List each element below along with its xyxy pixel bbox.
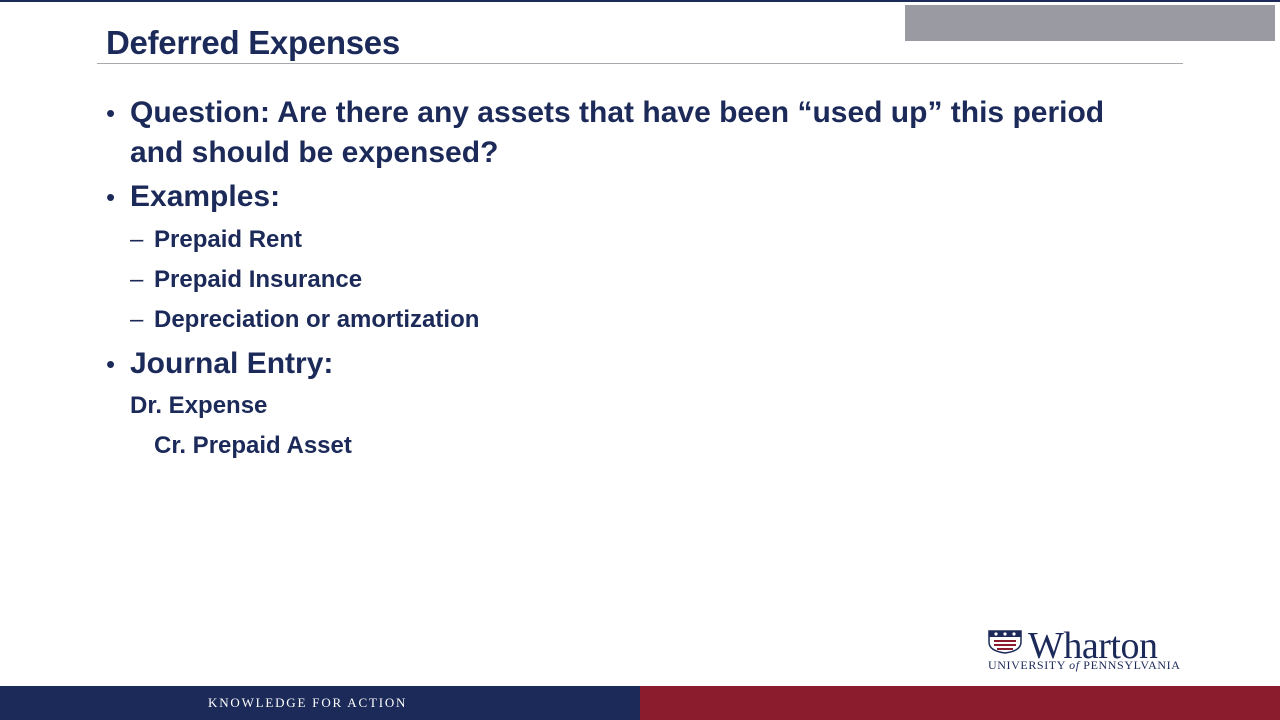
shield-icon	[988, 630, 1022, 654]
bullet-marker: •	[106, 182, 116, 212]
subitem-prepaid-insurance: – Prepaid Insurance	[130, 264, 362, 296]
subitem-prepaid-rent: – Prepaid Rent	[130, 224, 302, 256]
header-gray-bar	[905, 5, 1275, 41]
footer-red-section	[640, 686, 1280, 720]
subitem-text: Prepaid Rent	[154, 226, 303, 253]
journal-credit: Cr. Prepaid Asset	[154, 432, 352, 459]
bullet-journal-entry-text: Journal Entry:	[130, 347, 334, 380]
bullet-marker: •	[106, 98, 116, 128]
bullet-marker: •	[106, 349, 116, 379]
logo-sub-prefix: UNIVERSITY	[988, 658, 1070, 672]
journal-debit: Dr. Expense	[130, 392, 268, 419]
subitem-depreciation: – Depreciation or amortization	[130, 304, 479, 336]
slide-body: • Question: Are there any assets that ha…	[106, 96, 1105, 459]
subitem-text: Prepaid Insurance	[154, 266, 363, 293]
footer-tagline: KNOWLEDGE FOR ACTION	[208, 695, 408, 710]
dash-marker: –	[130, 226, 144, 253]
logo-sub-suffix: PENNSYLVANIA	[1079, 658, 1181, 672]
dash-marker: –	[130, 306, 144, 333]
subitem-text: Depreciation or amortization	[154, 306, 480, 333]
title-underline	[97, 63, 1183, 64]
wharton-logo: Wharton UNIVERSITY of PENNSYLVANIA	[988, 624, 1198, 674]
logo-subtitle: UNIVERSITY of PENNSYLVANIA	[988, 658, 1181, 673]
bullet-question-text: Question: Are there any assets that have…	[130, 96, 1105, 169]
logo-wordmark: Wharton	[1028, 625, 1158, 667]
dash-marker: –	[130, 266, 144, 293]
slide-title: Deferred Expenses	[106, 24, 400, 61]
top-border	[0, 0, 1280, 2]
bullet-examples-text: Examples:	[130, 180, 281, 213]
footer-navy-section	[0, 686, 640, 720]
logo-sub-of: of	[1069, 658, 1080, 672]
footer-bar: KNOWLEDGE FOR ACTION	[0, 686, 1280, 720]
